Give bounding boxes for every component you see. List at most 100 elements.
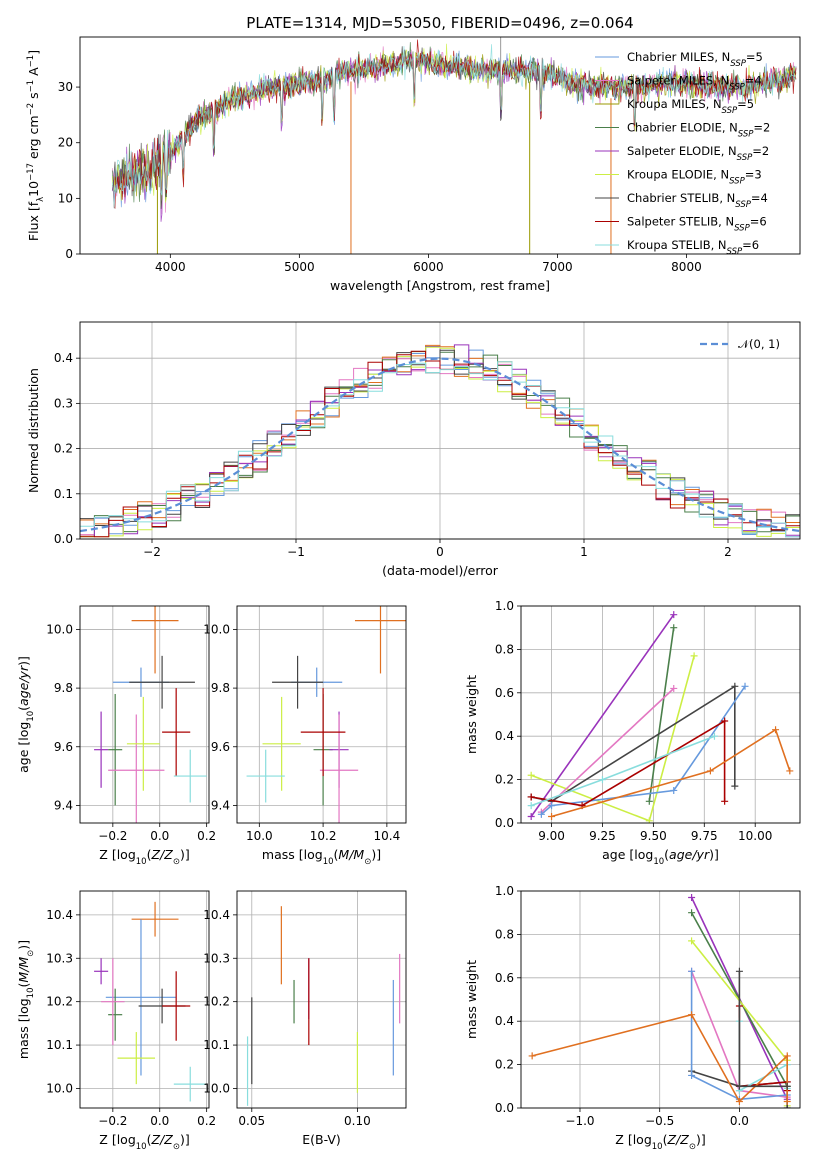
x-axis-label: E(B-V): [302, 1132, 341, 1147]
y-tick-label: 0.0: [495, 816, 514, 830]
y-tick-label: 10.0: [203, 1081, 230, 1095]
y-tick-label: 20: [58, 136, 73, 150]
x-axis-label: age [log10(age/yr)]: [602, 847, 719, 867]
y-tick-label: 1.0: [495, 599, 514, 613]
errorbar-point: [101, 958, 125, 1046]
x-axis-label-part: Z/Z: [150, 1132, 173, 1147]
weight-point-marker: [527, 802, 535, 810]
y-tick-label: 0.1: [54, 487, 73, 501]
weight-point-marker: [783, 1097, 791, 1105]
weight-point-marker: [721, 797, 729, 805]
y-tick-label: 0.4: [495, 1014, 514, 1028]
x-axis-label: Z [log10(Z/Z⊙)]: [615, 1132, 705, 1152]
x-tick-label: 5000: [284, 260, 315, 274]
weight-point-marker: [772, 726, 780, 734]
x-tick-label: 0.0: [150, 829, 169, 843]
y-tick-label: 10.3: [46, 951, 73, 965]
x-axis-label-part: (: [147, 847, 152, 862]
errorbar-point: [246, 749, 285, 803]
x-axis-label-part: ⊙: [173, 1142, 180, 1152]
x-tick-label: −1: [287, 545, 305, 559]
errorbar-point: [354, 606, 406, 674]
x-axis-label-part: age [log: [602, 847, 653, 862]
errorbar-point: [105, 919, 177, 1076]
legend-entry: Salpeter MILES, NSSP=4: [627, 74, 762, 93]
legend-entry-sub: SSP: [737, 153, 753, 163]
x-tick-label: −0.5: [645, 1114, 674, 1128]
x-axis-label-part: (: [664, 847, 669, 862]
x-tick-label: 10.4: [374, 829, 401, 843]
errorbar-point: [319, 714, 359, 823]
x-tick-label: 6000: [413, 260, 444, 274]
weight-point-marker: [527, 771, 535, 779]
y-axis-label-part: −1: [26, 55, 36, 68]
y-tick-label: 0: [65, 247, 73, 261]
x-tick-label: 1: [580, 545, 588, 559]
axes-frame: [520, 605, 801, 824]
x-axis-label-part: 10: [323, 857, 334, 867]
legend-entry: Chabrier STELIB, NSSP=4: [627, 191, 768, 210]
y-axis-label: Flux [fλ10−17 erg cm−2 s−1 A−1]: [26, 50, 46, 241]
weight-point-marker: [598, 776, 606, 784]
legend-entry-sub: SSP: [727, 247, 743, 257]
weight-point-marker: [710, 732, 718, 740]
y-axis-label-part: )]: [16, 940, 31, 950]
weight-point-marker: [690, 652, 698, 660]
weight-point-marker: [735, 1097, 743, 1105]
weight-point-marker: [528, 1052, 536, 1060]
axes-frame: [79, 890, 210, 1109]
y-tick-label: 0.4: [495, 729, 514, 743]
errorbar-point: [272, 655, 324, 709]
errorbar-point: [126, 696, 160, 791]
y-axis-label-part: 10: [26, 987, 36, 998]
spectrum-lines: [111, 37, 797, 254]
axes-frame: [79, 605, 210, 824]
y-tick-label: 30: [58, 80, 73, 94]
x-axis-label: mass [log10(M/M⊙)]: [262, 847, 381, 867]
weight-series: [527, 611, 678, 820]
y-axis-label-part: −17: [26, 163, 36, 181]
y-axis-label-part: age/yr: [16, 665, 31, 706]
y-tick-label: 1.0: [495, 884, 514, 898]
x-axis-label-part: 10: [136, 857, 147, 867]
x-axis-label-part: ⊙: [173, 857, 180, 867]
x-axis-label-part: mass [log: [262, 847, 323, 862]
x-tick-label: 0.2: [197, 829, 216, 843]
weight-point-marker: [688, 1071, 696, 1079]
legend-entry-name: Chabrier ELODIE, N: [627, 121, 738, 135]
y-tick-label: 10: [58, 191, 73, 205]
x-axis-label-part: ⊙: [689, 1142, 696, 1152]
x-tick-label: 0: [436, 545, 444, 559]
y-tick-label: 9.8: [211, 681, 230, 695]
legend-entry-count: =4: [751, 191, 768, 205]
errorbar-point: [94, 958, 109, 985]
x-axis-label-part: M/M: [338, 847, 364, 862]
y-tick-label: 10.1: [203, 1038, 230, 1052]
weight-series-line: [648, 627, 675, 802]
y-axis-label-part: 10: [26, 711, 36, 722]
y-axis-label-part: λ: [36, 197, 46, 202]
legend-entry-count: =3: [745, 168, 762, 182]
errorbar-point: [108, 714, 165, 823]
legend-entry-sub: SSP: [738, 130, 754, 140]
legend-entry-sub: SSP: [729, 83, 745, 93]
axes-frame: [520, 890, 801, 1109]
y-axis-label-part: A: [26, 67, 41, 80]
y-tick-label: 9.4: [54, 798, 73, 812]
legend-entry-sub: SSP: [730, 59, 746, 69]
x-tick-label: 0.0: [730, 1114, 749, 1128]
x-axis-label-part: ⊙: [364, 857, 371, 867]
x-axis-label-part: Z [log: [99, 847, 135, 862]
weight-point-marker: [721, 717, 729, 725]
errorbar-point: [108, 693, 123, 806]
x-axis-label-part: )]: [180, 847, 190, 862]
legend-entry-name: Salpeter MILES, N: [627, 74, 729, 88]
x-tick-label: 0.10: [344, 1114, 371, 1128]
axes-age_vs_Z: −0.2 0.0 0.29.49.69.810.0Z [log10(Z/Z⊙)]ag…: [16, 605, 216, 867]
weight-series: [645, 624, 678, 805]
legend-entry-sub: SSP: [734, 224, 750, 234]
x-axis-label-part: )]: [180, 1132, 190, 1147]
legend-entry-name: Kroupa STELIB, N: [627, 238, 727, 252]
legend-entry-count: =2: [753, 121, 770, 135]
y-tick-label: 10.3: [203, 951, 230, 965]
